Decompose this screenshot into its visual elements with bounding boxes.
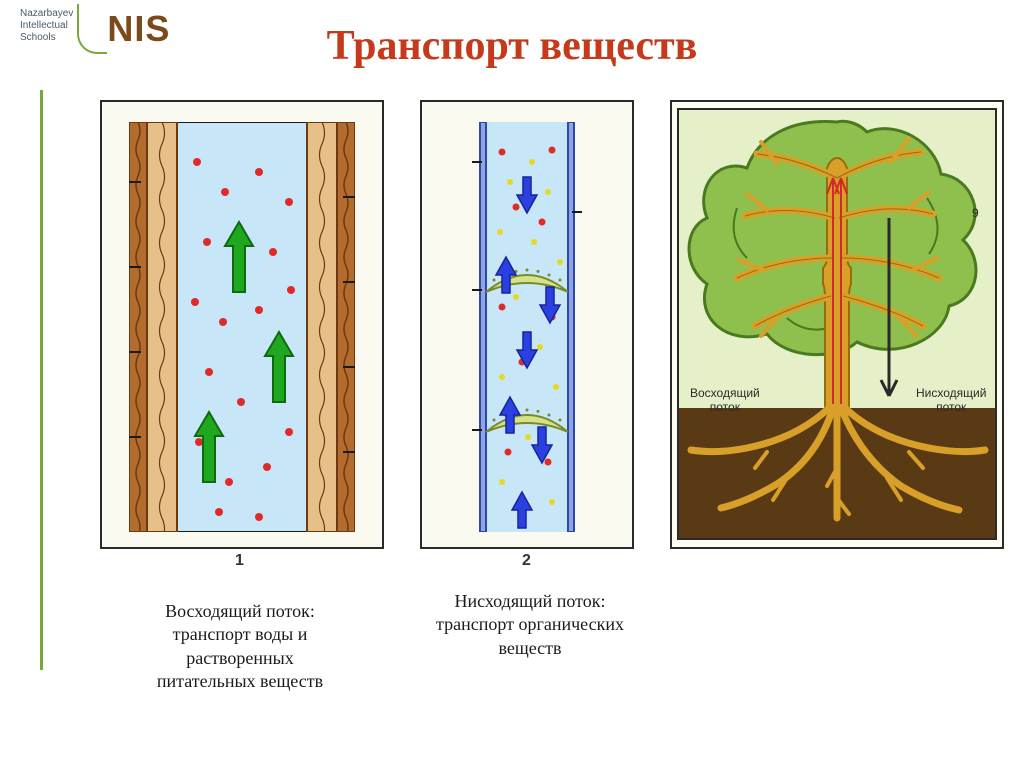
panel-tree: Восходящийпоток Нисходящийпоток 9: [670, 100, 1004, 549]
caption-2: Нисходящий поток:транспорт органическихв…: [400, 590, 660, 660]
tree-nine-label: 9: [972, 206, 979, 220]
panel-1-number: 1: [235, 552, 244, 570]
tree-descending-label: Нисходящийпоток: [916, 386, 986, 414]
sidebar-accent: [40, 90, 43, 670]
xylem-diagram: [129, 122, 355, 532]
phloem-diagram: [472, 122, 582, 532]
panel-xylem: [100, 100, 384, 549]
page-title: Транспорт веществ: [0, 22, 1024, 70]
caption-1: Восходящий поток:транспорт воды ираствор…: [100, 600, 380, 694]
content-area: 1 2 Восходящийпоток Нисходящийпоток 9 Во…: [40, 90, 1004, 758]
tree-diagram: [677, 108, 997, 540]
panel-2-number: 2: [522, 552, 531, 570]
tree-ascending-label: Восходящийпоток: [690, 386, 760, 414]
logo-line1: Nazarbayev: [20, 8, 73, 20]
panel-phloem: [420, 100, 634, 549]
